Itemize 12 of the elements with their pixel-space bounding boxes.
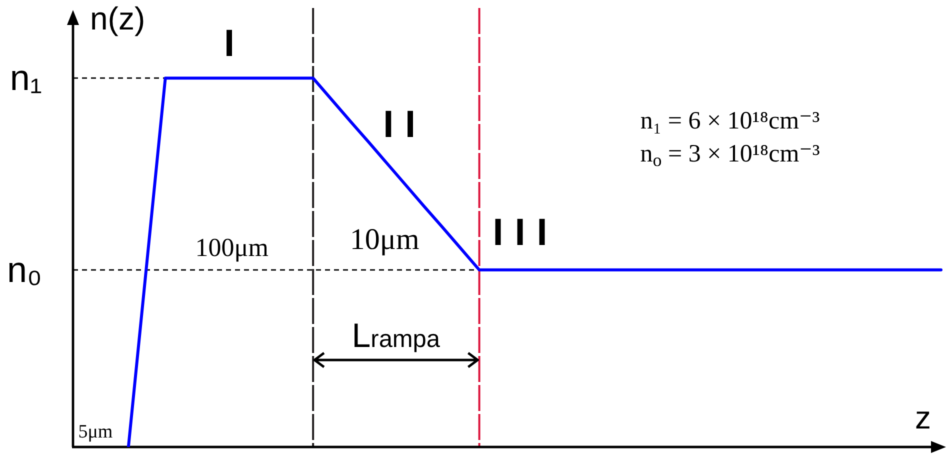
annotation: III [492, 212, 559, 254]
annotation: II [382, 104, 428, 146]
x-axis-title: z [915, 400, 931, 436]
text: I [224, 22, 235, 65]
annotation: 10μm [350, 222, 420, 256]
annotation: 100μm [195, 233, 268, 262]
annotation: n₁ = 6 × 10¹⁸cm⁻³ [640, 107, 820, 134]
ref-line-label: n₀ [7, 248, 42, 291]
y-axis-title: n(z) [90, 0, 146, 38]
ref-line-label: n₁ [10, 57, 42, 100]
annotation: 5μm [78, 422, 113, 443]
annotation: n$_{o}$ = 3 × 10¹⁸cm⁻³ [640, 140, 820, 170]
